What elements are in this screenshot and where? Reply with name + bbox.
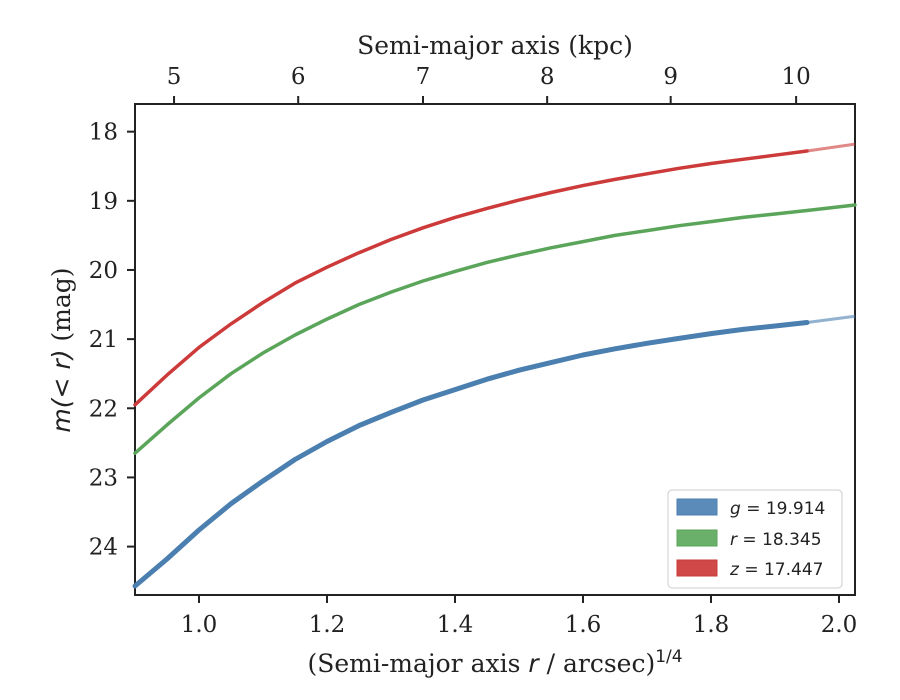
x-tick-label: 1.6 [565,612,602,638]
top-tick-label: 9 [663,64,678,90]
legend-var-z: z [729,560,740,580]
legend-swatch-z [676,559,718,577]
x-tick-label: 2.0 [821,612,858,638]
legend-swatch-g [676,498,718,516]
top-tick-label: 7 [416,64,431,90]
series-line-g [132,320,810,589]
y-tick-label: 23 [89,465,118,491]
series-extension-z [806,142,856,153]
legend: g = 19.914 r = 18.345 z = 17.447 [667,489,843,589]
legend-swatch-r [676,529,718,547]
y-axis-title-unit: (mag) [47,267,76,349]
series-extension-g [806,314,856,324]
top-tick-label: 8 [540,64,555,90]
legend-value-r: = 18.345 [742,530,821,550]
x-axis-title-prefix: (Semi-major axis [307,649,528,678]
legend-var-r: r [730,530,738,550]
y-tick-label: 21 [89,327,118,353]
legend-value-g: = 19.914 [746,499,825,519]
y-tick-label: 22 [89,396,118,422]
series-layer [132,142,857,589]
legend-label-g: g = 19.914 [730,499,825,519]
top-tick-label: 6 [291,64,306,90]
x-tick-label: 1.4 [437,612,474,638]
legend-value-z: = 17.447 [744,560,823,580]
plot-frame [134,103,856,596]
y-tick-label: 19 [89,189,118,215]
y-tick-label: 18 [89,120,118,146]
y-tick-label: 24 [89,535,118,561]
x-axis-title-var: r [528,649,540,678]
x-tick-label: 1.0 [181,612,218,638]
y-axis-title-math: m(< r) [47,350,76,433]
legend-label-z: z = 17.447 [729,560,823,580]
y-axis-ticks: 18 19 20 21 22 23 24 [89,120,135,561]
top-tick-label: 5 [167,64,182,90]
top-axis-title: Semi-major axis (kpc) [357,31,633,60]
series-line-z [133,149,809,407]
x-axis-ticks: 1.0 1.2 1.4 1.6 1.8 2.0 [181,595,858,638]
top-tick-label: 10 [781,64,810,90]
x-axis-title: (Semi-major axis r / arcsec)1/4 [307,647,682,678]
series-line-r [133,203,857,455]
x-tick-label: 1.8 [693,612,730,638]
y-tick-label: 20 [89,258,118,284]
legend-var-g: g [730,499,741,519]
legend-label-r: r = 18.345 [730,530,822,550]
top-axis-ticks: 5 6 7 8 9 10 [167,64,811,104]
x-axis-title-sup: 1/4 [655,647,682,667]
x-axis-title-mid: / arcsec) [539,649,656,678]
y-axis-title: m(< r) (mag) [47,267,76,432]
x-tick-label: 1.2 [309,612,346,638]
